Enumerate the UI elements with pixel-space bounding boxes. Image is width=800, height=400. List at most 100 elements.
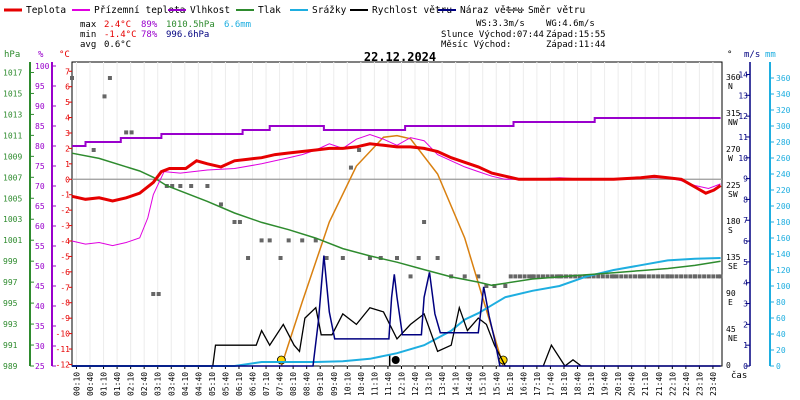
ms-tick-label: 0: [743, 362, 748, 371]
chart-title: 22.12.2024: [364, 50, 436, 64]
wind-dir-dot: [267, 238, 272, 243]
wind-dir-dot: [357, 148, 362, 152]
wind-dir-dot: [674, 274, 679, 279]
stats-min-label: min: [80, 30, 96, 40]
legend-teplota: Teplota: [26, 5, 66, 16]
degc-tick-label: -3: [60, 222, 70, 231]
wind-dir-dot: [669, 274, 674, 279]
x-axis-unit: čas: [731, 370, 747, 381]
dir-compass-label: S: [728, 226, 733, 235]
wind-dir-dot: [170, 184, 175, 188]
x-tick-label: 20:40: [628, 372, 637, 396]
ms-tick-label: 1: [743, 341, 748, 350]
ms-tick-label: 7: [743, 216, 748, 225]
degc-tick-label: -2: [60, 206, 70, 215]
pct-tick-label: 60: [35, 222, 45, 231]
dir-tick-label: 180: [726, 217, 741, 226]
ms-tick-label: 11: [738, 133, 748, 142]
x-tick-label: 08:40: [303, 372, 312, 396]
x-tick-label: 13:40: [438, 372, 447, 396]
x-tick-label: 17:10: [533, 372, 542, 396]
x-tick-label: 19:40: [601, 372, 610, 396]
legend-srazky: Srážky: [312, 5, 347, 16]
x-tick-label: 20:10: [614, 372, 623, 396]
info-slunce: Slunce Východ:07:44: [441, 30, 544, 40]
dir-tick-label: 270: [726, 145, 741, 154]
x-tick-label: 01:40: [113, 372, 122, 396]
x-tick-label: 12:40: [411, 372, 420, 396]
mm-tick-label: 340: [776, 90, 791, 99]
ms-tick-label: 4: [743, 279, 748, 288]
degc-tick-label: 2: [65, 144, 70, 153]
info: WS:3.3m/s WG:4.6m/s Slunce Východ:07:44 …: [441, 19, 606, 50]
wind-dir-dot: [124, 130, 129, 135]
wind-dir-dot: [531, 274, 536, 279]
wind-dir-dot: [642, 274, 647, 279]
degc-tick-label: 5: [65, 98, 70, 107]
hpa-tick-label: 1007: [3, 173, 22, 182]
x-tick-label: 18:40: [574, 372, 583, 396]
wind-dir-dot: [324, 256, 329, 260]
mm-tick-label: 140: [776, 250, 791, 259]
temperature-line: [71, 142, 722, 203]
wind-dir-dot: [218, 202, 223, 207]
pct-tick-label: 85: [35, 122, 45, 131]
x-tick-label: 15:40: [492, 372, 501, 396]
x-tick-label: 00:40: [86, 372, 95, 396]
wind-dir-dot: [623, 274, 628, 279]
degc-tick-label: -10: [56, 330, 71, 339]
pct-tick-label: 100: [35, 62, 50, 71]
mm-tick-label: 240: [776, 170, 791, 179]
x-tick-label: 15:10: [479, 372, 488, 396]
pct-tick-label: 40: [35, 302, 45, 311]
dir-tick-label: 45: [726, 325, 736, 334]
wind-dir-dot: [665, 274, 670, 279]
wind-gust-line: [72, 255, 721, 367]
unit-mm: mm: [765, 50, 776, 60]
ms-tick-label: 8: [743, 195, 748, 204]
ms-tick-label: 9: [743, 175, 748, 184]
hpa-tick-label: 1015: [3, 89, 22, 98]
humidity-line: [72, 117, 721, 147]
wind-dir-dot: [614, 274, 619, 279]
mm-tick-label: 220: [776, 186, 791, 195]
x-tick-label: 14:40: [465, 372, 474, 396]
wind-dir-dot: [151, 292, 156, 296]
mm-tick-label: 40: [776, 330, 786, 339]
wind-dir-dot: [503, 284, 508, 288]
dir-compass-label: NW: [728, 118, 738, 127]
pressure-line: [71, 152, 721, 287]
x-tick-label: 17:40: [546, 372, 555, 396]
wind-dir-dot: [646, 274, 651, 279]
stats-min-temp: -1.4°C: [104, 30, 137, 40]
x-tick-label: 12:10: [397, 372, 406, 396]
unit-degc: °C: [59, 50, 70, 60]
hpa-tick-label: 1013: [3, 110, 22, 119]
x-tick-label: 09:40: [330, 372, 339, 396]
unit-headers: hPa % °C ° m/s mm: [4, 50, 776, 60]
degc-tick-label: -8: [60, 299, 70, 308]
hpa-tick-label: 1017: [3, 68, 22, 77]
ms-tick-label: 10: [738, 154, 748, 163]
plot-frame: [71, 61, 723, 367]
wind-dir-dot: [259, 238, 264, 243]
mm-tick-label: 280: [776, 138, 791, 147]
hpa-tick-label: 999: [3, 257, 18, 266]
wind-dir-dot: [692, 274, 697, 279]
wind-dir-dot: [679, 274, 684, 279]
wind-dir-dot: [367, 256, 372, 260]
wind-dir-dot: [683, 274, 688, 279]
degc-tick-label: 7: [65, 67, 70, 76]
hpa-tick-label: 993: [3, 320, 18, 329]
wind-dir-dot: [508, 274, 513, 279]
stats-max-press: 1010.5hPa: [166, 20, 215, 30]
degc-tick-label: -7: [60, 283, 70, 292]
grid: [72, 62, 722, 366]
ms-tick-label: 12: [738, 112, 748, 121]
wind-dir-dot: [577, 274, 582, 279]
wind-dir-dot: [697, 274, 702, 279]
wind-dir-dot: [540, 274, 545, 279]
dir-tick-label: 135: [726, 253, 741, 262]
x-tick-label: 01:10: [100, 372, 109, 396]
